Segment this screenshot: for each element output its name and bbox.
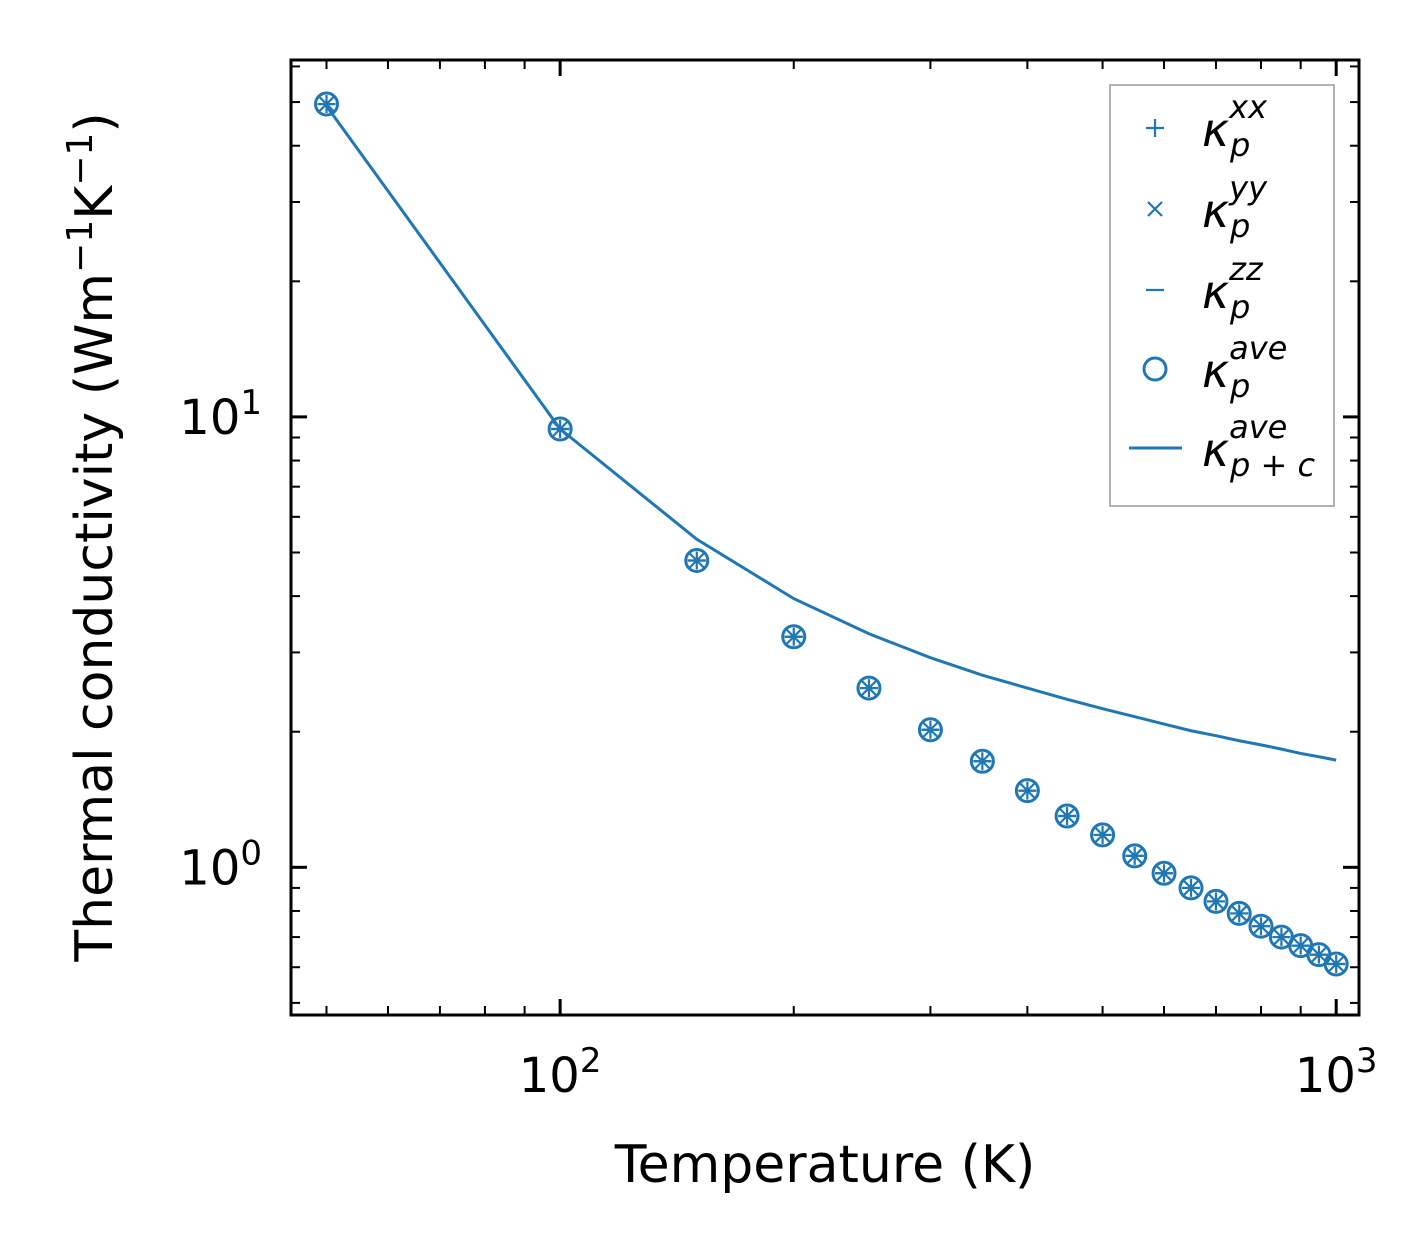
data-point [684, 547, 710, 573]
data-point [1014, 778, 1040, 804]
data-point [969, 748, 995, 774]
y-axis-label-end: ) [65, 112, 125, 132]
legend-symbol: κ [1202, 103, 1229, 157]
y-tick-label-exp: 1 [240, 383, 262, 423]
plot-frame [289, 58, 1361, 1017]
series-kappa_p_ave [314, 91, 1349, 977]
legend-superscript: ave [1229, 329, 1287, 367]
legend-entry: κxx p [1146, 88, 1268, 164]
x-tick-label: 102 [519, 1041, 602, 1104]
series-kappa_p+c_ave [325, 105, 1337, 762]
legend-symbol: κ [1202, 423, 1229, 477]
data-point [856, 675, 882, 701]
data-point [781, 624, 807, 650]
data-point [314, 91, 340, 117]
legend-entry: κave p [1142, 329, 1287, 405]
legend-label: κxx p [1202, 88, 1268, 164]
x-tick-label-exp: 3 [1356, 1041, 1378, 1081]
legend-symbol: κ [1202, 344, 1229, 398]
y-tick-label: 100 [179, 833, 262, 896]
legend-symbol: κ [1202, 184, 1229, 238]
y-axis-label-sup2: −1 [60, 133, 101, 186]
data-layer [314, 91, 1349, 977]
x-tick-label-exp: 2 [580, 1041, 602, 1081]
legend-entry: κzz p [1146, 250, 1264, 326]
y-axis-label-main: Thermal conductivity (Wm [65, 273, 125, 963]
legend-subscript: p [1229, 367, 1250, 405]
data-point [1226, 900, 1252, 926]
legend-subscript: p [1229, 207, 1250, 245]
legend-label: κyy p [1202, 169, 1268, 245]
data-point [1323, 951, 1349, 977]
legend-symbol: κ [1202, 265, 1229, 319]
legend-entry: κyy p [1147, 169, 1268, 245]
legend-box [1109, 84, 1335, 507]
y-tick-label-base: 10 [179, 390, 240, 446]
legend-marker [1142, 356, 1168, 382]
series-line [325, 105, 1337, 762]
data-point [917, 717, 943, 743]
data-point [1203, 888, 1229, 914]
legend-marker [1146, 119, 1164, 137]
y-tick-label: 101 [179, 383, 262, 446]
legend-label: κave p + c [1202, 408, 1315, 484]
legend-entry: κave p + c [1129, 408, 1315, 484]
y-axis-label: Thermal conductivity (Wm−1K−1) [60, 112, 125, 962]
data-point [1054, 803, 1080, 829]
legend-subscript: p [1229, 288, 1250, 326]
y-axis-label-sup1: −1 [60, 220, 101, 273]
y-axis-label-mid: K [65, 184, 125, 220]
x-tick-label-base: 10 [519, 1048, 580, 1104]
data-point [1090, 822, 1116, 848]
legend-subscript: p [1229, 126, 1250, 164]
legend-superscript: ave [1229, 408, 1287, 446]
legend-superscript: xx [1228, 88, 1268, 126]
legend-superscript: zz [1228, 250, 1264, 288]
legend-label: κzz p [1202, 250, 1264, 326]
data-point [1248, 913, 1274, 939]
legend-marker [1147, 201, 1163, 217]
series-kappa_p_zz [317, 102, 1346, 966]
data-point [1178, 875, 1204, 901]
data-point [1151, 860, 1177, 886]
legend-label: κave p [1202, 329, 1287, 405]
y-tick-label-exp: 0 [240, 833, 262, 873]
legend-superscript: yy [1228, 169, 1268, 207]
x-axis-label: Temperature (K) [614, 1135, 1036, 1195]
y-tick-label-base: 10 [179, 840, 240, 896]
data-point [547, 416, 573, 442]
x-tick-label-base: 10 [1295, 1048, 1356, 1104]
data-point [1122, 843, 1148, 869]
legend-subscript: p + c [1229, 446, 1315, 484]
x-tick-label: 103 [1295, 1041, 1378, 1104]
